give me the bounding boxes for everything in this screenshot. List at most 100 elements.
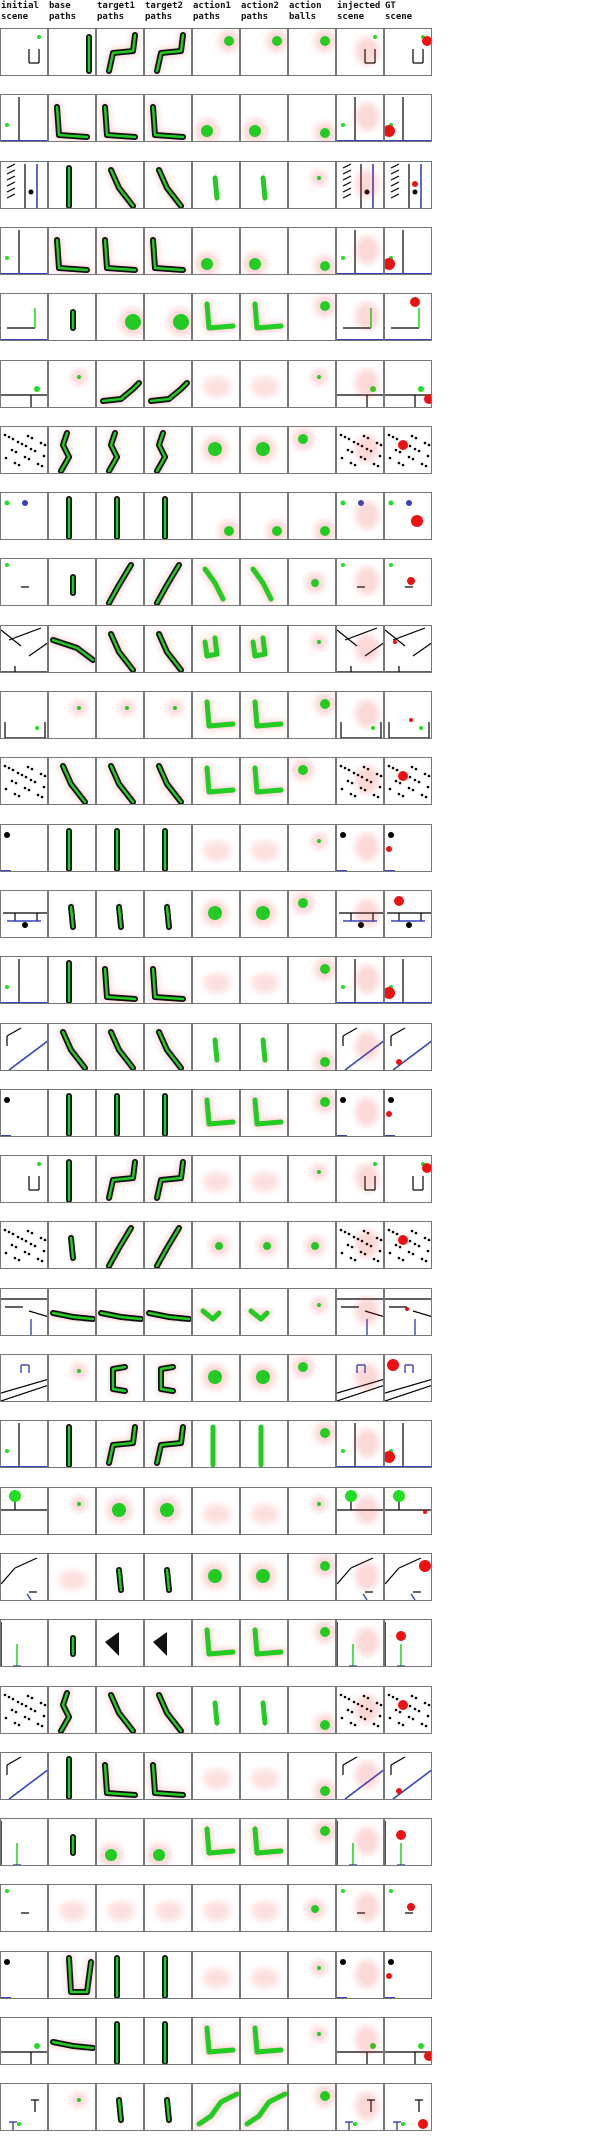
panel-graphic — [105, 1632, 119, 1656]
scene-line — [28, 1310, 47, 1318]
scene-ball — [30, 436, 34, 440]
scene-line — [1, 1385, 47, 1401]
scene-small-bar — [5, 1889, 29, 1914]
scene-wall-left — [1, 97, 47, 141]
panel-graphic — [342, 163, 379, 208]
panel-graphic — [5, 563, 29, 588]
panel-action_balls-row-14 — [288, 890, 336, 938]
target1-trace-3 — [100, 235, 140, 274]
scene-line — [412, 642, 431, 657]
panel-action1_paths-row-22 — [192, 1420, 240, 1468]
path-trace-highlight — [109, 1030, 135, 1070]
path-blob — [320, 2091, 330, 2101]
scene-ball — [412, 181, 418, 187]
scene-ball — [349, 1721, 353, 1725]
scene-ball — [26, 1229, 30, 1233]
panel-injected_scene-row-23 — [336, 1487, 384, 1535]
panel-graphic — [152, 30, 188, 75]
panel-initial_scene-row-24 — [0, 1553, 48, 1601]
panel-graphic — [311, 369, 327, 385]
scene-ball — [39, 1701, 43, 1705]
column-header-initial_scene: initial scene — [1, 1, 39, 23]
path-trace — [250, 635, 268, 659]
path-blob — [317, 1502, 321, 1506]
panel-action2_paths-row-26 — [240, 1686, 288, 1734]
path-trace-highlight — [107, 33, 137, 73]
scene-ball — [387, 1693, 391, 1697]
target1-trace-9 — [106, 629, 138, 672]
scene-ball — [17, 1723, 21, 1727]
action2-trace-28 — [251, 1901, 279, 1921]
panel-graphic — [266, 520, 287, 539]
panel-graphic — [385, 1959, 395, 1998]
scene-ball — [24, 775, 28, 779]
scene-ball-left — [385, 1097, 395, 1136]
scene-ball — [347, 1232, 351, 1236]
action1-trace-15 — [210, 1035, 222, 1065]
panel-graphic — [167, 700, 183, 716]
path-trace-highlight — [109, 168, 135, 208]
path-trace-highlight — [117, 1568, 123, 1592]
scene-ball — [341, 256, 345, 260]
scene-shelf-bar — [385, 1298, 431, 1335]
scene-ball — [418, 2119, 428, 2129]
scene-arch-ramp — [385, 1359, 431, 1401]
panel-graphic — [160, 1091, 170, 1136]
panel-action2_paths-row-19 — [240, 1221, 288, 1269]
panel-graphic — [337, 1363, 383, 1401]
action1-trace-14 — [203, 973, 231, 993]
panel-graphic — [203, 1769, 231, 1789]
actionball-trace-14 — [314, 958, 335, 980]
panel-graphic — [385, 832, 395, 871]
scene-line — [8, 1040, 47, 1070]
scene-ball — [24, 1704, 28, 1708]
scene-line — [390, 175, 400, 181]
panel-gt_scene-row-26 — [384, 1686, 432, 1734]
scene-ball — [17, 463, 21, 467]
panel-graphic — [388, 500, 423, 527]
panel-target1_paths-row-6 — [96, 360, 144, 408]
panel-graphic — [337, 1622, 379, 1666]
panel-graphic — [154, 629, 186, 672]
panel-target2_paths-row-6 — [144, 360, 192, 408]
panel-injected_scene-row-18 — [336, 1155, 384, 1203]
panel-graphic — [250, 763, 286, 797]
panel-target1_paths-row-7 — [96, 426, 144, 474]
panel-graphic — [390, 1027, 431, 1070]
injected-heat — [355, 1429, 379, 1457]
scene-ball — [410, 297, 420, 307]
scene-ball — [33, 1709, 37, 1713]
scene-line — [342, 181, 352, 187]
panel-action1_paths-row-26 — [192, 1686, 240, 1734]
scene-ball — [426, 1249, 430, 1253]
panel-action1_paths-row-14 — [192, 890, 240, 938]
panel-action1_paths-row-27 — [192, 1752, 240, 1800]
panel-graphic — [339, 1693, 383, 1728]
panel-action2_paths-row-22 — [240, 1420, 288, 1468]
panel-action_balls-row-8 — [288, 492, 336, 540]
panel-target1_paths-row-4 — [96, 227, 144, 275]
scene-ball — [17, 2122, 21, 2126]
column-header-target2_paths: target2 paths — [145, 1, 183, 23]
scene-ball — [409, 718, 413, 722]
panel-gt_scene-row-24 — [384, 1553, 432, 1601]
action1-trace-22 — [203, 1504, 231, 1524]
path-blob — [201, 125, 213, 137]
panel-graphic — [314, 1422, 335, 1444]
path-trace-highlight — [107, 1160, 137, 1200]
panel-target1_paths-row-8 — [96, 492, 144, 540]
scene-ball — [343, 766, 347, 770]
panel-graphic — [218, 520, 239, 539]
path-trace — [260, 1700, 268, 1726]
scene-dots — [3, 764, 47, 799]
path-trace-highlight — [51, 2040, 95, 2050]
panel-graphic — [412, 1162, 431, 1191]
panel-action2_paths-row-13 — [240, 824, 288, 872]
path-blob — [105, 1849, 117, 1861]
panel-graphic — [314, 1714, 335, 1733]
panel-graphic — [250, 900, 276, 926]
panel-graphic — [202, 1563, 228, 1589]
action2-trace-2 — [258, 173, 270, 203]
scene-ball — [350, 1710, 354, 1714]
target2-trace-9 — [154, 629, 186, 672]
